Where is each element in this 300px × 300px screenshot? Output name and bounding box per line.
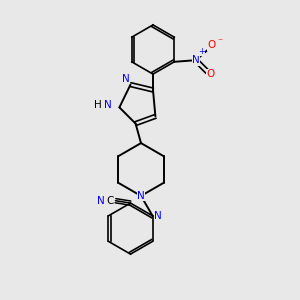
Text: N: N — [192, 55, 200, 65]
Text: N: N — [154, 211, 162, 221]
Text: N: N — [104, 100, 112, 110]
Text: ⁻: ⁻ — [217, 37, 223, 47]
Text: N: N — [122, 74, 129, 84]
Text: O: O — [207, 40, 216, 50]
Text: N: N — [137, 191, 145, 201]
Text: O: O — [207, 69, 215, 79]
Text: N: N — [97, 196, 104, 206]
Text: H: H — [94, 100, 102, 110]
Text: +: + — [198, 47, 205, 56]
Text: C: C — [106, 196, 114, 206]
